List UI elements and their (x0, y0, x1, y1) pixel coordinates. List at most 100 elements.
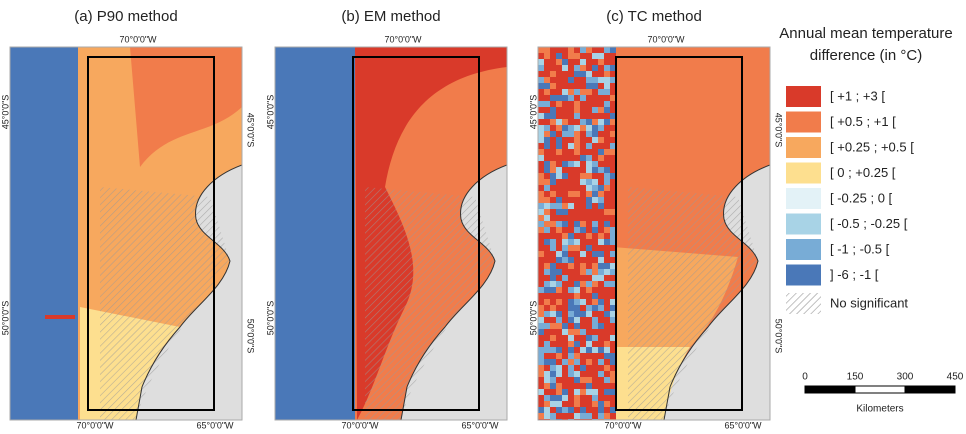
cell (538, 107, 544, 113)
cell (604, 119, 610, 125)
cell (610, 143, 616, 149)
cell (562, 287, 568, 293)
cell (580, 269, 586, 275)
cell (592, 125, 598, 131)
cell (550, 323, 556, 329)
cell (562, 197, 568, 203)
cell (538, 233, 544, 239)
cell (586, 71, 592, 77)
cell (604, 323, 610, 329)
cell (610, 239, 616, 245)
cell (550, 239, 556, 245)
lon-label: 70°0'0"W (604, 420, 642, 430)
cell (598, 125, 604, 131)
cell (598, 221, 604, 227)
cell (562, 413, 568, 419)
cell (574, 383, 580, 389)
cell (604, 167, 610, 173)
map-panel (274, 46, 508, 421)
cell (580, 77, 586, 83)
hatched-area (628, 187, 758, 420)
cell (568, 101, 574, 107)
cell (538, 77, 544, 83)
cell (598, 53, 604, 59)
cell (544, 95, 550, 101)
cell (604, 347, 610, 353)
cell (574, 281, 580, 287)
lat-label: 50°0'0"S (774, 319, 784, 354)
cell (538, 329, 544, 335)
cell (568, 113, 574, 119)
cell (562, 359, 568, 365)
cell (580, 209, 586, 215)
cell (598, 113, 604, 119)
cell (586, 221, 592, 227)
cell (556, 395, 562, 401)
cell (538, 401, 544, 407)
scale-segment (804, 385, 856, 394)
cell (550, 77, 556, 83)
cell (580, 137, 586, 143)
cell (568, 365, 574, 371)
cell (598, 227, 604, 233)
cell (574, 71, 580, 77)
cell (550, 257, 556, 263)
cell (544, 185, 550, 191)
cell (550, 395, 556, 401)
cell (556, 353, 562, 359)
cell (586, 377, 592, 383)
cell (586, 155, 592, 161)
cell (574, 359, 580, 365)
cell (574, 65, 580, 71)
cell (562, 275, 568, 281)
cell (610, 275, 616, 281)
cell (544, 407, 550, 413)
cell (598, 257, 604, 263)
cell (568, 155, 574, 161)
cell (550, 401, 556, 407)
cell (562, 341, 568, 347)
cell (610, 347, 616, 353)
legend-label: [ +1 ; +3 [ (830, 88, 885, 103)
cell (562, 329, 568, 335)
cell (604, 101, 610, 107)
cell (592, 407, 598, 413)
cell (586, 209, 592, 215)
cell (586, 413, 592, 419)
cell (598, 95, 604, 101)
blue-strip (10, 47, 78, 420)
cell (538, 293, 544, 299)
cell (562, 53, 568, 59)
cell (568, 353, 574, 359)
cell (586, 197, 592, 203)
cell (610, 269, 616, 275)
cell (568, 209, 574, 215)
cell (562, 401, 568, 407)
cell (538, 131, 544, 137)
cell (598, 203, 604, 209)
cell (544, 137, 550, 143)
cell (610, 95, 616, 101)
legend-label: [ +0.25 ; +0.5 [ (830, 139, 914, 154)
cell (538, 377, 544, 383)
cell (604, 209, 610, 215)
cell (544, 371, 550, 377)
cell (550, 137, 556, 143)
cell (598, 167, 604, 173)
cell (598, 365, 604, 371)
cell (580, 131, 586, 137)
cell (610, 215, 616, 221)
cell (538, 173, 544, 179)
cell (592, 161, 598, 167)
cell (610, 119, 616, 125)
cell (562, 71, 568, 77)
cell (586, 281, 592, 287)
cell (598, 341, 604, 347)
cell (598, 305, 604, 311)
legend-label: [ -0.5 ; -0.25 [ (830, 216, 908, 231)
cell (586, 203, 592, 209)
cell (592, 275, 598, 281)
cell (610, 263, 616, 269)
cell (544, 47, 550, 53)
cell (556, 347, 562, 353)
